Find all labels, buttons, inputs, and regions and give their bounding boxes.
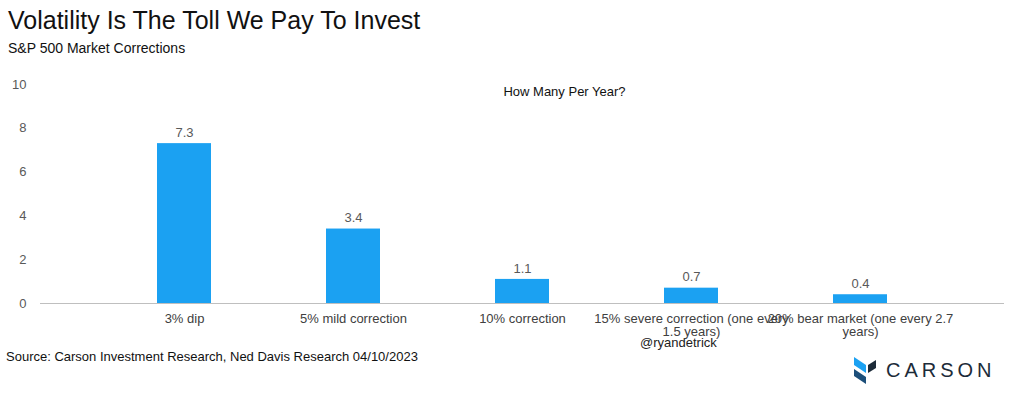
html-text:Source: Carson Investment Rese: Source: Carson Investment Research, Ned … (6, 349, 418, 364)
svg-text:1.1: 1.1 (513, 261, 531, 276)
svg-text:20% bear market (one every 2.7: 20% bear market (one every 2.7years) (768, 311, 954, 339)
svg-text:3.4: 3.4 (344, 210, 362, 225)
svg-text:5% mild correction: 5% mild correction (300, 311, 407, 326)
svg-text:6: 6 (19, 164, 26, 179)
html-text:@ryandetrick: @ryandetrick (640, 335, 717, 350)
html-text:S&P 500 Market Corrections: S&P 500 Market Corrections (8, 40, 186, 56)
svg-text:8: 8 (19, 120, 26, 135)
svg-text:10% correction: 10% correction (479, 311, 566, 326)
html-text:CARSON: CARSON (886, 358, 996, 381)
svg-text:4: 4 (19, 208, 26, 223)
svg-text:15% severe correction (one eve: 15% severe correction (one every1.5 year… (594, 311, 789, 339)
html-text:Volatility Is The Toll We Pay: Volatility Is The Toll We Pay To Invest (8, 6, 421, 34)
svg-text:7.3: 7.3 (175, 125, 193, 140)
svg-text:10: 10 (12, 77, 26, 92)
svg-text:3% dip: 3% dip (165, 311, 205, 326)
svg-text:0: 0 (19, 296, 26, 311)
svg-text:0.7: 0.7 (682, 269, 700, 284)
svg-text:0.4: 0.4 (851, 276, 869, 291)
svg-text:How Many Per Year?: How Many Per Year? (503, 84, 625, 99)
svg-text:2: 2 (19, 252, 26, 267)
